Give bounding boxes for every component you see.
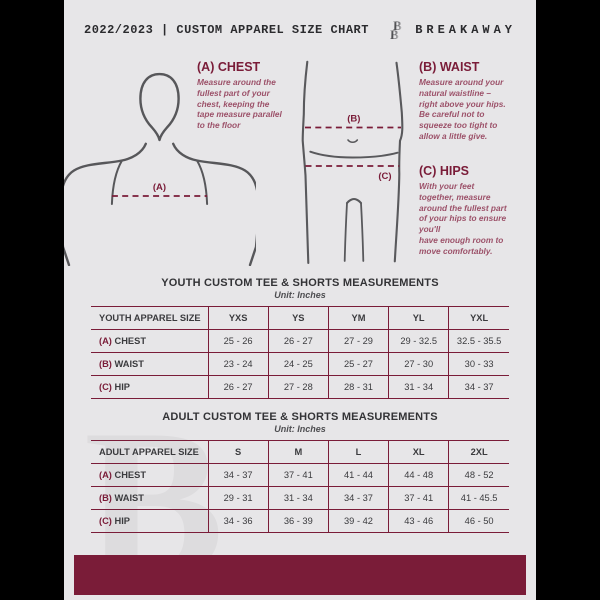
svg-text:(B): (B) bbox=[347, 114, 360, 125]
svg-text:(C): (C) bbox=[378, 171, 391, 182]
svg-text:(A): (A) bbox=[153, 182, 166, 193]
svg-text:B: B bbox=[390, 27, 399, 41]
